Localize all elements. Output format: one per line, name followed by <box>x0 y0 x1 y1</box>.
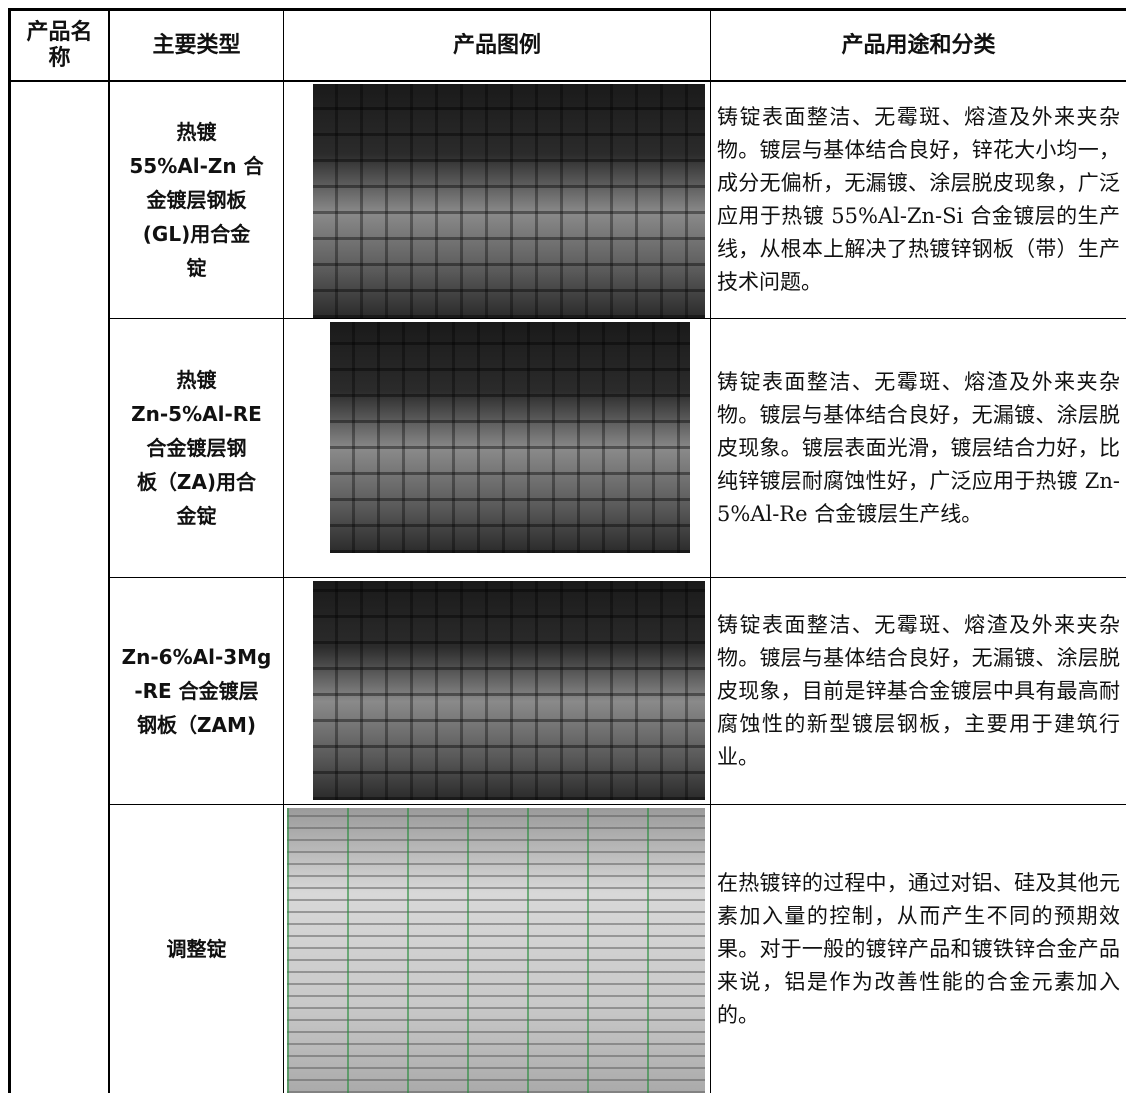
header-cell: 产品图例 <box>452 32 541 58</box>
type-line: 锭 <box>186 256 207 280</box>
description-cell: 在热镀锌的过程中，通过对铝、硅及其他元素加入量的控制，从而产生不同的预期效果。对… <box>711 805 1126 1093</box>
border <box>8 80 1126 82</box>
product-photo <box>313 581 705 800</box>
type-line: 热镀 <box>176 120 217 144</box>
type-line: 钢板（ZAM) <box>136 713 257 737</box>
type-line: Zn-5%Al-RE <box>131 402 262 426</box>
header-cell: 产品名称 <box>26 19 93 71</box>
description-cell: 铸锭表面整洁、无霉斑、熔渣及外来夹杂物。镀层与基体结合良好，锌花大小均一，成分无… <box>711 82 1126 318</box>
type-cell: 热镀 55%Al-Zn 合金镀层钢板 (GL)用合金锭 <box>110 82 283 318</box>
description: 铸锭表面整洁、无霉斑、熔渣及外来夹杂物。镀层与基体结合良好，无漏镀、涂层脱皮现象… <box>717 612 1120 769</box>
border <box>108 804 1126 805</box>
border <box>710 8 711 1093</box>
type-line: Zn-6%Al-3Mg <box>121 645 272 669</box>
type-line: 热镀 <box>176 368 217 392</box>
type-line: -RE 合金镀层 <box>134 679 259 703</box>
border <box>108 577 1126 578</box>
header-cell: 主要类型 <box>152 32 241 58</box>
type-cell: 热镀 Zn-5%Al-RE 合金镀层钢板（ZA)用合 金锭 <box>110 319 283 577</box>
product-photo <box>330 322 690 553</box>
description: 铸锭表面整洁、无霉斑、熔渣及外来夹杂物。镀层与基体结合良好，锌花大小均一，成分无… <box>717 105 1120 294</box>
type-line: 金镀层钢板 <box>146 188 247 212</box>
description-cell: 铸锭表面整洁、无霉斑、熔渣及外来夹杂物。镀层与基体结合良好，无漏镀、涂层脱皮现象… <box>711 578 1126 804</box>
type-cell: Zn-6%Al-3Mg -RE 合金镀层 钢板（ZAM) <box>110 578 283 804</box>
border <box>8 8 11 1093</box>
type-line: (GL)用合金 <box>142 222 251 246</box>
type-line: 金锭 <box>176 504 217 528</box>
type-line: 合金镀层钢 <box>146 436 247 460</box>
description-cell: 铸锭表面整洁、无霉斑、熔渣及外来夹杂物。镀层与基体结合良好，无漏镀、涂层脱皮现象… <box>711 319 1126 577</box>
description: 在热镀锌的过程中，通过对铝、硅及其他元素加入量的控制，从而产生不同的预期效果。对… <box>717 870 1120 1027</box>
description: 铸锭表面整洁、无霉斑、熔渣及外来夹杂物。镀层与基体结合良好，无漏镀、涂层脱皮现象… <box>717 369 1120 526</box>
border <box>8 8 1126 11</box>
header-cell: 产品用途和分类 <box>841 32 996 58</box>
product-photo <box>313 84 705 318</box>
type-cell: 调整锭 <box>110 805 283 1093</box>
border <box>283 8 284 1093</box>
product-photo <box>287 808 705 1093</box>
type-line: 板（ZA)用合 <box>136 470 257 494</box>
border <box>108 8 110 1093</box>
type-line: 55%Al-Zn 合 <box>129 154 264 178</box>
type-line: 调整锭 <box>166 937 227 961</box>
border <box>108 318 1126 319</box>
